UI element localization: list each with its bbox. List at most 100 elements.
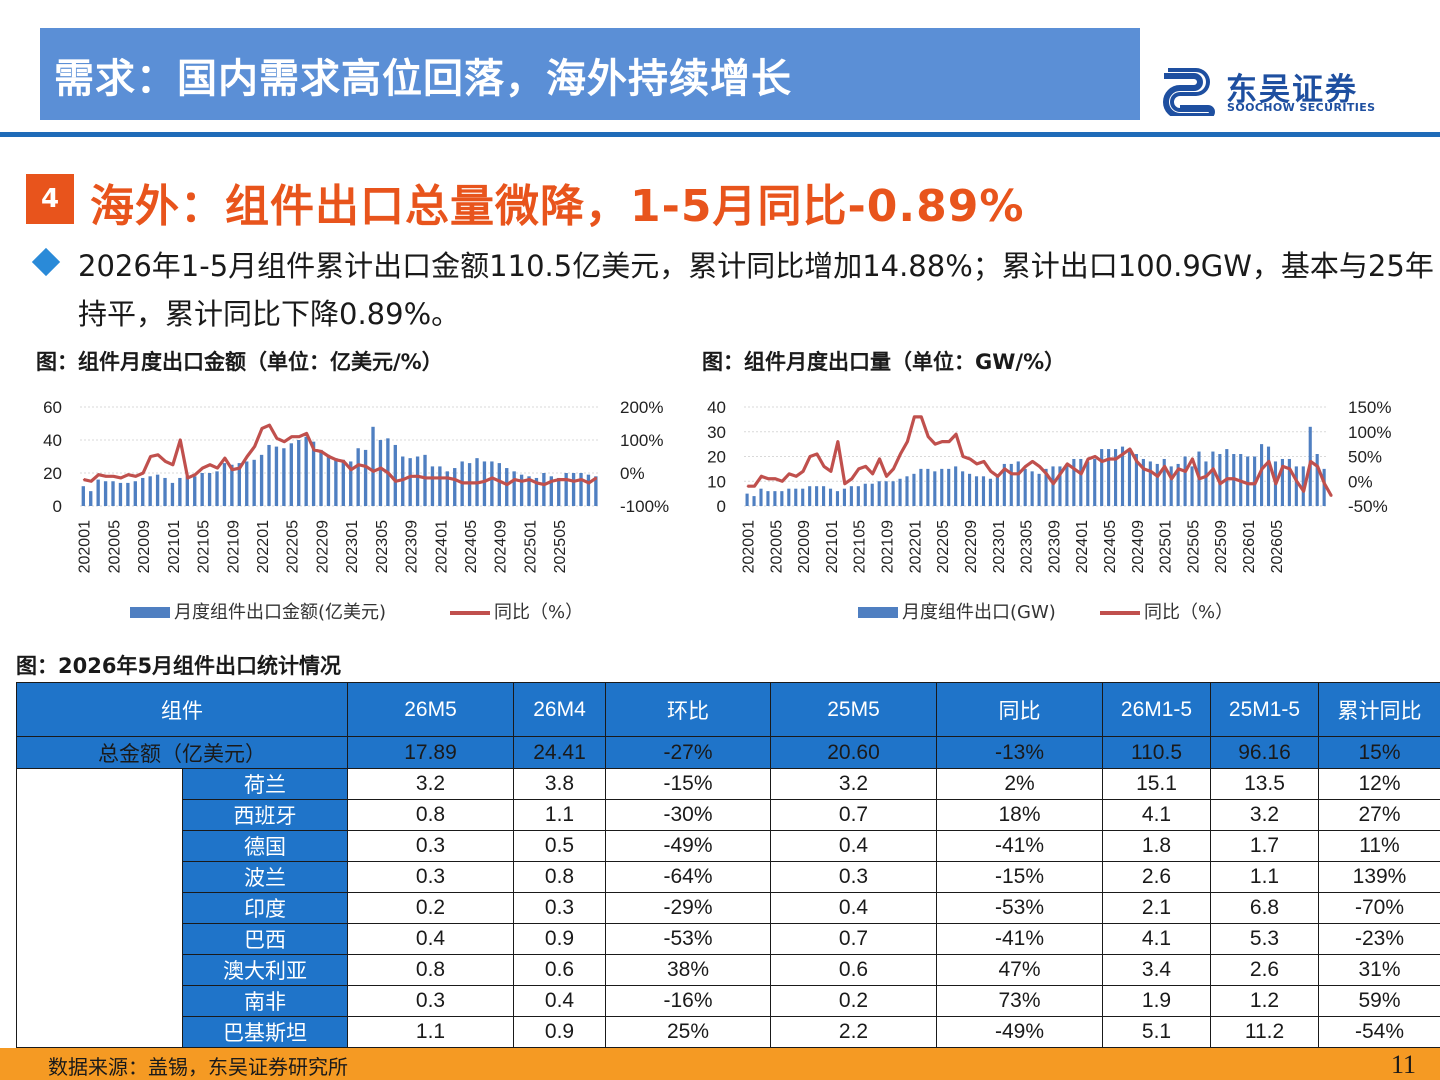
- bar: [519, 474, 524, 506]
- line-point: [1219, 482, 1222, 485]
- line-point: [588, 482, 590, 484]
- line-point: [521, 480, 523, 483]
- bar: [801, 488, 805, 506]
- bar: [1204, 461, 1208, 506]
- y-tick-label: 0: [53, 497, 62, 516]
- bar: [1322, 468, 1326, 506]
- bar: [968, 473, 972, 506]
- bar: [96, 479, 100, 506]
- bar: [1030, 471, 1034, 506]
- line-point: [983, 460, 985, 463]
- line-point: [774, 477, 777, 480]
- header-banner: [40, 28, 1140, 120]
- bar: [1266, 446, 1271, 506]
- bar: [912, 473, 916, 506]
- value-cell: 0.8: [347, 799, 514, 831]
- line-point: [476, 482, 479, 484]
- line-point: [276, 437, 278, 440]
- value-cell: -30%: [605, 799, 771, 831]
- value-cell: -49%: [605, 830, 771, 862]
- bar: [564, 473, 568, 506]
- value-cell: -15%: [605, 768, 771, 800]
- bar: [1260, 444, 1264, 506]
- value-cell: 1.2: [1210, 985, 1319, 1017]
- x-tick-label: 202205: [285, 520, 302, 573]
- bar: [363, 449, 368, 506]
- line-point: [424, 477, 427, 479]
- total-cell: 20.60: [770, 736, 937, 769]
- line-point: [342, 460, 345, 463]
- line-point: [1302, 490, 1305, 492]
- bar: [877, 481, 881, 506]
- value-cell: 3.2: [770, 768, 937, 800]
- line-point: [149, 455, 152, 458]
- table-row: 波兰 0.3 0.8 -64% 0.3 -15% 2.6 1.1 139%: [17, 861, 1440, 893]
- line-point: [1282, 465, 1284, 468]
- line-point: [1240, 480, 1242, 483]
- total-cell: 96.16: [1210, 736, 1319, 769]
- line-point: [313, 449, 315, 451]
- value-cell: 0.4: [770, 830, 937, 862]
- line-point: [105, 475, 107, 478]
- y2-tick-label: 100%: [1348, 423, 1391, 442]
- bar: [787, 488, 791, 506]
- bar: [1065, 463, 1069, 506]
- bar: [304, 436, 308, 506]
- value-cell: 0.5: [513, 830, 606, 862]
- bar: [766, 491, 770, 506]
- line-point: [1247, 482, 1249, 485]
- value-cell: 27%: [1318, 799, 1440, 831]
- bar: [1148, 461, 1152, 506]
- bar: [884, 481, 888, 506]
- line-point: [1233, 477, 1235, 480]
- line-point: [1003, 468, 1006, 470]
- y-tick-label: 20: [707, 448, 726, 467]
- line-point: [920, 416, 923, 418]
- line-point: [1184, 470, 1187, 473]
- bar: [835, 491, 840, 506]
- value-cell: 4.1: [1102, 923, 1211, 955]
- bar: [891, 481, 895, 506]
- table-row: 巴基斯坦 1.1 0.9 25% 2.2 -49% 5.1 11.2 -54%: [17, 1016, 1440, 1048]
- bar: [947, 468, 951, 506]
- line-point: [1295, 480, 1298, 483]
- line-point: [809, 455, 811, 458]
- line-point: [528, 478, 531, 481]
- y-tick-label: 40: [707, 398, 726, 417]
- bar: [467, 463, 472, 506]
- line-point: [1031, 460, 1034, 463]
- bar: [490, 461, 494, 506]
- value-cell: 1.9: [1102, 985, 1211, 1017]
- value-cell: -54%: [1318, 1016, 1440, 1048]
- value-cell: 0.4: [513, 985, 606, 1017]
- value-cell: 2%: [936, 768, 1103, 800]
- bar: [1037, 473, 1041, 506]
- line-point: [844, 482, 846, 485]
- bar: [126, 482, 130, 506]
- header-divider: [0, 132, 1440, 137]
- bar: [534, 477, 539, 506]
- x-tick-label: 202301: [344, 520, 361, 573]
- line-point: [1323, 482, 1326, 485]
- bar: [926, 468, 930, 506]
- value-cell: 12%: [1318, 768, 1440, 800]
- bar: [586, 474, 591, 506]
- line-point: [1177, 468, 1180, 470]
- logo-name-cn: 东吴证券: [1226, 72, 1358, 108]
- value-cell: 0.4: [347, 923, 514, 955]
- chart-title-value: 图：组件月度出口金额（单位：亿美元/%）: [36, 350, 443, 374]
- value-cell: 2.6: [1102, 861, 1211, 893]
- total-row: 总金额（亿美元） 17.89 24.41 -27% 20.60 -13% 110.5 96.1…: [16, 736, 1440, 769]
- line-point: [892, 468, 895, 470]
- bar: [1023, 468, 1027, 506]
- value-cell: 13.5: [1210, 768, 1319, 800]
- bar: [527, 476, 531, 506]
- bar: [898, 478, 902, 506]
- bar: [759, 488, 763, 506]
- bar: [752, 496, 756, 506]
- bar: [341, 459, 345, 506]
- bar: [1190, 466, 1194, 506]
- value-cell: 11%: [1318, 830, 1440, 862]
- line-point: [1149, 470, 1152, 473]
- bar: [849, 486, 853, 506]
